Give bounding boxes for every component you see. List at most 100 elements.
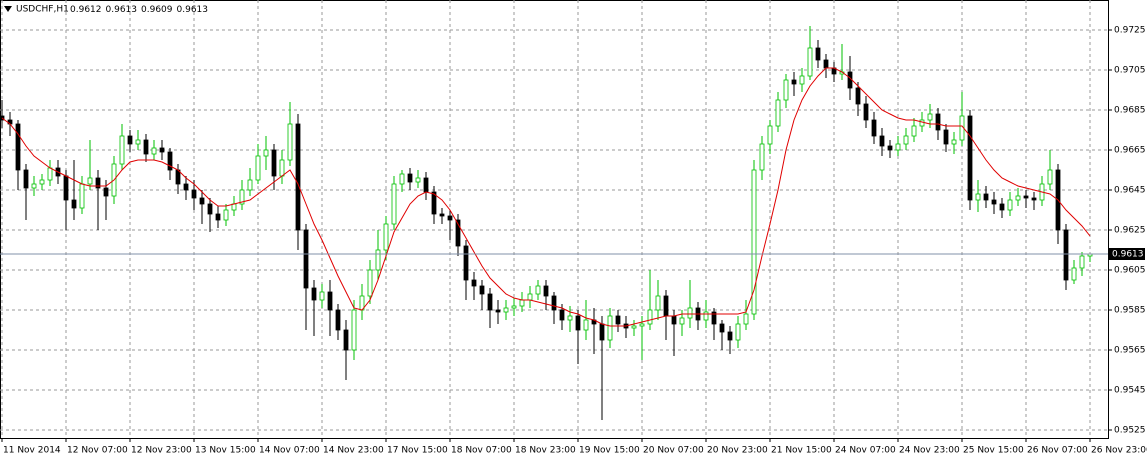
candle-body xyxy=(239,189,245,205)
candle-body xyxy=(495,309,501,313)
x-tick-label: 26 Nov 07:00 xyxy=(1027,446,1088,456)
candle-body xyxy=(151,147,157,155)
candle-body xyxy=(399,173,405,185)
candle-body xyxy=(607,315,613,341)
candle-body xyxy=(1007,199,1013,211)
candle-body xyxy=(911,125,917,137)
y-tick-label: 0.9705 xyxy=(1114,66,1146,76)
x-tick-label: 24 Nov 23:00 xyxy=(899,446,960,456)
x-tick-label: 17 Nov 15:00 xyxy=(387,446,448,456)
x-tick-label: 18 Nov 07:00 xyxy=(451,446,512,456)
candle-body xyxy=(159,147,165,153)
candle-body xyxy=(1047,169,1053,185)
candle-body xyxy=(383,223,389,251)
x-tick-label: 25 Nov 15:00 xyxy=(963,446,1024,456)
marks xyxy=(0,26,1108,420)
candle-body xyxy=(39,179,45,185)
candle-body xyxy=(951,139,957,145)
y-tick-label: 0.9585 xyxy=(1114,306,1146,316)
candle-body xyxy=(519,299,525,307)
candle-body xyxy=(87,177,93,185)
candle-body xyxy=(135,139,141,145)
x-tick-label: 19 Nov 15:00 xyxy=(579,446,640,456)
candle-body xyxy=(967,115,973,201)
candle-body xyxy=(511,305,517,309)
candle-body xyxy=(343,329,349,351)
y-tick-label: 0.9665 xyxy=(1114,146,1146,156)
plot-frame xyxy=(0,0,1109,439)
candle-body xyxy=(295,123,301,231)
candle-body xyxy=(439,213,445,217)
candle-body xyxy=(407,173,413,183)
candle-body xyxy=(351,309,357,351)
candle-body xyxy=(863,103,869,121)
x-tick-label: 14 Nov 23:00 xyxy=(323,446,384,456)
x-tick-label: 20 Nov 07:00 xyxy=(643,446,704,456)
candle-body xyxy=(903,135,909,145)
y-tick-label: 0.9645 xyxy=(1114,186,1146,196)
candle-body xyxy=(887,145,893,151)
candle-body xyxy=(303,229,309,289)
candle-body xyxy=(767,125,773,145)
candle-body xyxy=(263,149,269,157)
candle-body xyxy=(919,119,925,127)
candle-body xyxy=(647,309,653,325)
y-tick-label: 0.9525 xyxy=(1114,426,1146,436)
candle-body xyxy=(103,187,109,197)
candle-body xyxy=(927,113,933,121)
candle-body xyxy=(1071,267,1077,281)
candle-body xyxy=(583,319,589,331)
x-tick-label: 14 Nov 07:00 xyxy=(259,446,320,456)
candle-body xyxy=(191,189,197,199)
candle-body xyxy=(791,79,797,85)
ohlc-header: 0.9612 0.9613 0.9609 0.9613 xyxy=(70,5,208,15)
x-tick-label: 24 Nov 07:00 xyxy=(835,446,896,456)
candle-body xyxy=(47,167,53,181)
candle-body xyxy=(167,151,173,171)
candle-body xyxy=(1031,197,1037,201)
candle-body xyxy=(71,199,77,209)
candle-body xyxy=(975,193,981,201)
candle-body xyxy=(871,119,877,137)
candle-body xyxy=(63,175,69,201)
candle-body xyxy=(199,197,205,205)
candle-body xyxy=(23,169,29,189)
candle-body xyxy=(807,47,813,77)
candle-body xyxy=(319,291,325,301)
header-low: 0.9609 xyxy=(141,5,173,15)
candle-body xyxy=(311,287,317,301)
candle-body xyxy=(703,311,709,321)
candle-body xyxy=(855,87,861,105)
candle-body xyxy=(679,317,685,325)
candle-body xyxy=(375,249,381,271)
x-tick-label: 12 Nov 07:00 xyxy=(67,446,128,456)
price-label-box xyxy=(1109,248,1145,260)
candle-body xyxy=(455,219,461,247)
candle-body xyxy=(247,179,253,191)
header-close: 0.9613 xyxy=(177,5,209,15)
y-tick-label: 0.9545 xyxy=(1114,386,1146,396)
candle-body xyxy=(143,139,149,155)
candle-body xyxy=(415,177,421,183)
x-tick-label: 18 Nov 23:00 xyxy=(515,446,576,456)
labels: 0.9725 0.9705 0.9685 0.9665 0.9645 0.9625 0.96… xyxy=(1,26,1147,456)
candle-body xyxy=(687,307,693,319)
candle-body xyxy=(447,215,453,221)
candle-body xyxy=(327,291,333,311)
candle-body xyxy=(575,315,581,331)
candle-body xyxy=(719,323,725,333)
candle-body xyxy=(431,191,437,215)
candle-body xyxy=(815,47,821,61)
candle-body xyxy=(799,75,805,85)
x-tick-label: 26 Nov 23:00 xyxy=(1091,446,1147,456)
candle-body xyxy=(79,183,85,209)
candle-body xyxy=(711,311,717,325)
candle-body xyxy=(271,149,277,177)
candle-body xyxy=(279,159,285,177)
candle-body xyxy=(879,135,885,147)
y-tick-label: 0.9605 xyxy=(1114,266,1146,276)
candle-body xyxy=(335,309,341,331)
candle-body xyxy=(1079,255,1085,269)
